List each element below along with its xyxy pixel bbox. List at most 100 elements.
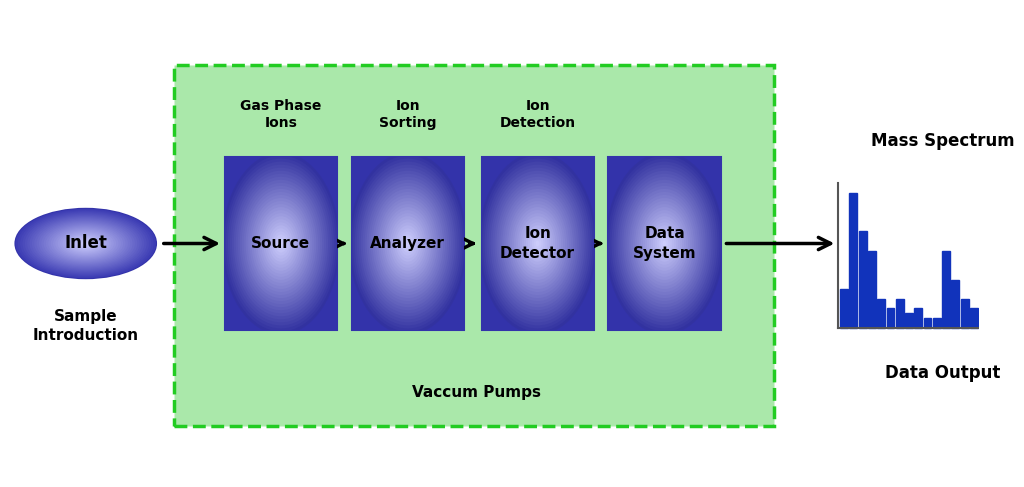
Ellipse shape <box>622 177 708 310</box>
Bar <box>905 313 912 328</box>
Ellipse shape <box>228 162 334 325</box>
Ellipse shape <box>643 210 686 277</box>
Text: Ion
Detection: Ion Detection <box>500 99 575 131</box>
Ellipse shape <box>529 231 546 256</box>
Ellipse shape <box>506 195 569 292</box>
Ellipse shape <box>631 192 698 295</box>
Ellipse shape <box>367 180 450 307</box>
Ellipse shape <box>41 222 130 265</box>
Ellipse shape <box>400 231 416 256</box>
Text: Inlet: Inlet <box>65 235 108 252</box>
Ellipse shape <box>365 177 451 310</box>
Ellipse shape <box>81 241 90 246</box>
Ellipse shape <box>607 155 722 332</box>
FancyBboxPatch shape <box>608 157 721 330</box>
Ellipse shape <box>512 204 563 283</box>
Ellipse shape <box>46 224 126 263</box>
Bar <box>896 299 903 328</box>
Ellipse shape <box>65 233 106 254</box>
Ellipse shape <box>238 177 325 310</box>
Ellipse shape <box>656 231 673 256</box>
Ellipse shape <box>354 162 461 325</box>
Bar <box>942 251 950 328</box>
Ellipse shape <box>269 225 293 262</box>
Ellipse shape <box>605 152 723 335</box>
Ellipse shape <box>375 192 441 295</box>
Text: Mass Spectrum: Mass Spectrum <box>870 131 1015 150</box>
Ellipse shape <box>369 183 447 304</box>
Bar <box>933 318 941 328</box>
Ellipse shape <box>273 231 289 256</box>
Ellipse shape <box>390 216 426 271</box>
FancyBboxPatch shape <box>351 157 464 330</box>
Bar <box>887 308 894 328</box>
Ellipse shape <box>394 222 422 265</box>
Ellipse shape <box>524 222 551 265</box>
Ellipse shape <box>647 216 682 271</box>
Bar <box>840 289 848 328</box>
Ellipse shape <box>353 159 463 328</box>
Ellipse shape <box>60 231 112 256</box>
Ellipse shape <box>248 192 314 295</box>
Ellipse shape <box>62 232 110 255</box>
Ellipse shape <box>279 241 283 246</box>
Ellipse shape <box>526 225 550 262</box>
Ellipse shape <box>502 189 573 298</box>
Ellipse shape <box>478 152 597 335</box>
Ellipse shape <box>382 204 433 283</box>
Ellipse shape <box>635 198 694 289</box>
Ellipse shape <box>267 222 295 265</box>
Ellipse shape <box>231 168 330 319</box>
Ellipse shape <box>236 174 326 313</box>
Ellipse shape <box>392 219 424 268</box>
Ellipse shape <box>32 217 139 270</box>
Ellipse shape <box>611 162 718 325</box>
Ellipse shape <box>402 234 414 253</box>
Ellipse shape <box>495 177 581 310</box>
Ellipse shape <box>386 210 429 277</box>
Ellipse shape <box>615 168 714 319</box>
Ellipse shape <box>484 162 591 325</box>
Ellipse shape <box>48 225 123 262</box>
Ellipse shape <box>229 165 332 322</box>
Ellipse shape <box>510 201 565 286</box>
Ellipse shape <box>362 174 453 313</box>
Bar <box>979 313 987 328</box>
Ellipse shape <box>497 180 579 307</box>
Ellipse shape <box>271 228 291 259</box>
Bar <box>878 299 885 328</box>
Text: Data
System: Data System <box>633 226 696 261</box>
Ellipse shape <box>23 212 148 275</box>
Ellipse shape <box>488 168 587 319</box>
Ellipse shape <box>406 241 410 246</box>
Text: Sample
Introduction: Sample Introduction <box>33 309 139 343</box>
Ellipse shape <box>53 227 119 260</box>
Bar <box>850 193 857 328</box>
Ellipse shape <box>356 165 459 322</box>
Ellipse shape <box>396 225 420 262</box>
Ellipse shape <box>242 183 321 304</box>
Ellipse shape <box>651 222 678 265</box>
Ellipse shape <box>37 219 135 268</box>
Text: Source: Source <box>251 236 310 251</box>
Ellipse shape <box>275 234 287 253</box>
Bar <box>997 323 1006 328</box>
Ellipse shape <box>531 234 544 253</box>
Ellipse shape <box>522 219 553 268</box>
Ellipse shape <box>536 241 540 246</box>
Text: Ion
Sorting: Ion Sorting <box>379 99 436 131</box>
Text: Analyzer: Analyzer <box>371 236 445 251</box>
Ellipse shape <box>504 192 571 295</box>
Bar <box>988 318 996 328</box>
Ellipse shape <box>358 168 457 319</box>
Ellipse shape <box>15 209 156 278</box>
Ellipse shape <box>351 155 465 332</box>
Ellipse shape <box>660 238 669 249</box>
Ellipse shape <box>508 198 567 289</box>
Ellipse shape <box>654 228 675 259</box>
Ellipse shape <box>39 221 132 266</box>
Ellipse shape <box>67 234 104 253</box>
Ellipse shape <box>482 159 593 328</box>
Circle shape <box>15 209 156 278</box>
Ellipse shape <box>252 198 310 289</box>
